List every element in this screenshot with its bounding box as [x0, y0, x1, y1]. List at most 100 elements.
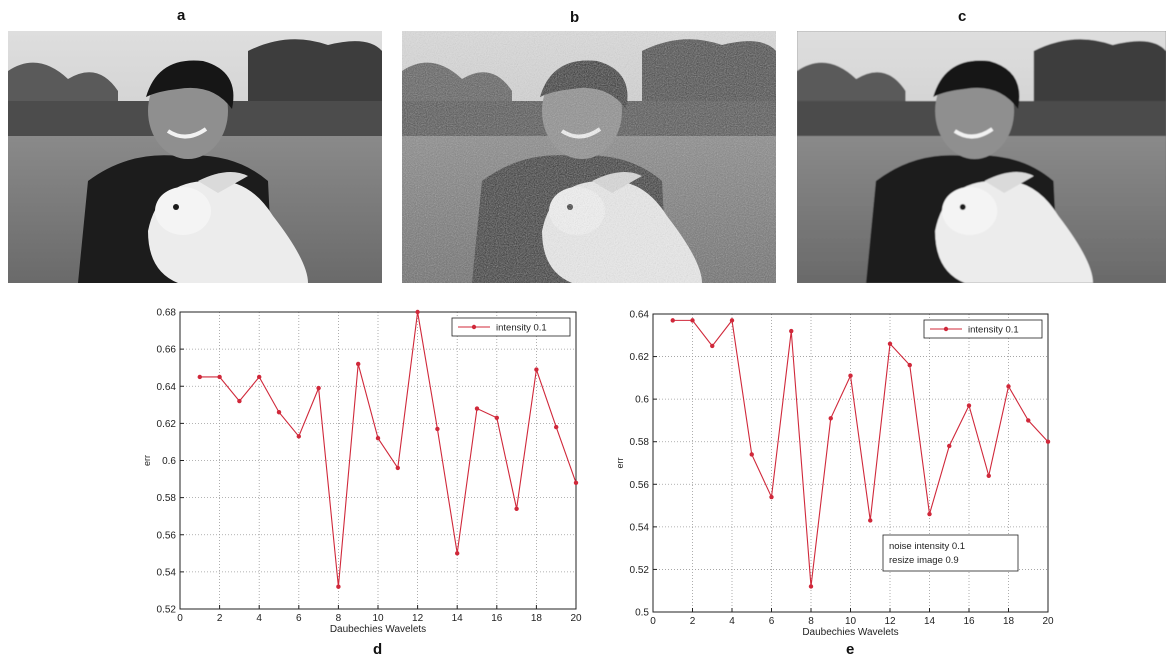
y-tick-label: 0.52 [630, 565, 650, 576]
photo-original [8, 31, 382, 283]
y-tick-label: 0.5 [635, 608, 649, 619]
y-axis-label: err [142, 455, 152, 466]
data-point [749, 452, 754, 457]
y-tick-label: 0.6 [162, 456, 176, 467]
x-tick-label: 4 [256, 613, 262, 624]
chart-d: 0 2 4 6 8 10 12 14 16 18 20 0.52 0.54 0.56 0.58 0.6 0.62… [142, 308, 582, 636]
data-point [789, 328, 794, 334]
x-tick-label: 8 [808, 616, 814, 627]
y-tick-label: 0.64 [157, 382, 177, 393]
y-tick-label: 0.62 [157, 419, 177, 430]
data-point [887, 341, 893, 346]
y-tick-label: 0.58 [157, 493, 177, 504]
data-point [808, 584, 814, 589]
data-point [455, 551, 460, 556]
x-tick-label: 6 [769, 616, 775, 627]
data-point [986, 473, 991, 478]
data-point [316, 385, 321, 391]
x-tick-label: 8 [336, 613, 342, 624]
legend-box [451, 317, 571, 337]
x-tick-label: 4 [729, 616, 735, 627]
x-tick-label: 2 [217, 613, 223, 624]
data-point [828, 416, 833, 421]
x-tick-label: 14 [924, 616, 936, 627]
x-tick-label: 12 [884, 616, 896, 627]
data-point [927, 511, 932, 517]
data-point [435, 426, 440, 432]
data-point [296, 434, 301, 439]
panel-label-e: e [846, 641, 855, 658]
boy-holding-rabbit-photo [797, 31, 1166, 283]
photo-denoised [797, 31, 1166, 283]
data-point [415, 309, 420, 315]
y-tick-label: 0.68 [157, 308, 177, 319]
data-point [966, 403, 972, 408]
x-tick-label: 0 [177, 613, 183, 624]
y-tick-label: 0.56 [157, 530, 177, 541]
x-tick-label: 6 [296, 613, 302, 624]
panel-label-a: a [177, 7, 186, 24]
data-point [868, 518, 873, 523]
x-tick-label: 10 [845, 616, 857, 627]
x-axis-label: Daubechies Wavelets [802, 627, 898, 638]
boy-holding-rabbit-photo [8, 31, 382, 283]
x-tick-label: 14 [452, 613, 464, 624]
data-point [237, 398, 242, 404]
data-point [217, 374, 222, 380]
panel-label-c: c [958, 8, 967, 25]
data-point [375, 436, 381, 441]
data-point [848, 373, 853, 378]
data-point [356, 361, 361, 367]
y-tick-label: 0.58 [630, 437, 650, 448]
boy-holding-rabbit-photo [402, 31, 776, 283]
chart-e: 0 2 4 6 8 10 12 14 16 18 20 0.5 0.52 0.54 0.56 0.58 0.6 0… [615, 310, 1054, 639]
data-point [1006, 384, 1011, 389]
legend-marker-swatch [943, 326, 949, 332]
panel-label-d: d [373, 641, 383, 658]
x-tick-label: 20 [1042, 616, 1054, 627]
y-tick-label: 0.62 [630, 352, 650, 363]
legend-label: intensity 0.1 [496, 323, 547, 334]
data-point [494, 415, 499, 421]
legend-label: intensity 0.1 [968, 325, 1019, 336]
annotation-text: noise intensity 0.1 [889, 541, 965, 552]
data-point [257, 374, 262, 380]
y-tick-label: 0.6 [635, 395, 649, 406]
y-tick-label: 0.66 [157, 345, 177, 356]
series-line [672, 319, 1049, 587]
photo-noisy [402, 31, 776, 283]
data-point [276, 410, 282, 415]
y-tick-label: 0.56 [630, 480, 650, 491]
annotation-box [882, 534, 1019, 572]
data-point [670, 318, 675, 323]
series-line [199, 311, 577, 587]
y-tick-label: 0.54 [630, 522, 650, 533]
x-tick-label: 18 [1003, 616, 1015, 627]
data-point [729, 318, 735, 323]
x-tick-label: 2 [690, 616, 696, 627]
y-tick-label: 0.64 [630, 310, 650, 321]
panel-label-b: b [570, 9, 580, 26]
y-tick-label: 0.52 [157, 605, 177, 616]
data-point [1045, 439, 1051, 444]
x-tick-label: 18 [531, 613, 543, 624]
data-point [514, 506, 519, 511]
y-axis-label: err [615, 457, 625, 468]
x-tick-label: 0 [650, 616, 656, 627]
legend-box [923, 319, 1043, 339]
data-point [690, 318, 695, 323]
x-tick-label: 16 [963, 616, 975, 627]
data-point [336, 584, 341, 589]
data-point [573, 480, 579, 485]
data-point [710, 343, 715, 349]
x-axis-label: Daubechies Wavelets [330, 624, 426, 635]
x-tick-label: 10 [372, 613, 384, 624]
annotation-text: resize image 0.9 [889, 555, 959, 566]
legend-marker-swatch [471, 324, 477, 330]
data-point [554, 424, 559, 430]
data-point [947, 443, 952, 449]
data-point [1026, 418, 1031, 423]
y-tick-label: 0.54 [157, 567, 177, 578]
data-point [534, 367, 539, 372]
x-tick-label: 16 [491, 613, 503, 624]
